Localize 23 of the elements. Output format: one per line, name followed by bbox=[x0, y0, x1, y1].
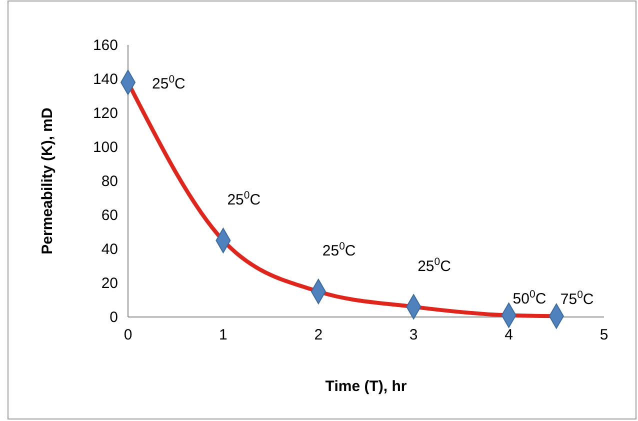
annotation: 50$^{0}$C bbox=[512, 288, 546, 308]
x-tick-label: 4 bbox=[504, 326, 513, 344]
y-tick-label: 140 bbox=[92, 70, 118, 88]
x-axis-title: Time (T), hr bbox=[325, 378, 407, 395]
y-tick-label: 80 bbox=[101, 172, 118, 190]
x-tick-label: 3 bbox=[409, 326, 418, 344]
y-tick-label: 40 bbox=[101, 240, 118, 258]
annotation: 25$^{0}$C bbox=[418, 256, 452, 275]
annotation: 75$^{0}$C bbox=[560, 289, 594, 308]
x-tick-label: 2 bbox=[314, 326, 323, 344]
y-tick-label: 100 bbox=[92, 138, 118, 156]
annotation: 25$^{0}$C bbox=[152, 73, 186, 92]
annotation: 25$^{0}$C bbox=[227, 190, 261, 208]
x-tick-label: 0 bbox=[124, 326, 132, 344]
annotation: 25$^{0}$C bbox=[322, 240, 356, 260]
x-tick-label: 5 bbox=[600, 326, 608, 344]
x-tick-label: 1 bbox=[219, 326, 228, 344]
y-tick-label: 160 bbox=[92, 36, 118, 54]
y-axis-title: Permeability (K), mD bbox=[39, 107, 56, 254]
y-tick-label: 0 bbox=[110, 308, 118, 326]
y-tick-label: 20 bbox=[101, 274, 118, 292]
y-tick-label: 120 bbox=[92, 104, 118, 122]
y-tick-label: 60 bbox=[101, 206, 118, 224]
